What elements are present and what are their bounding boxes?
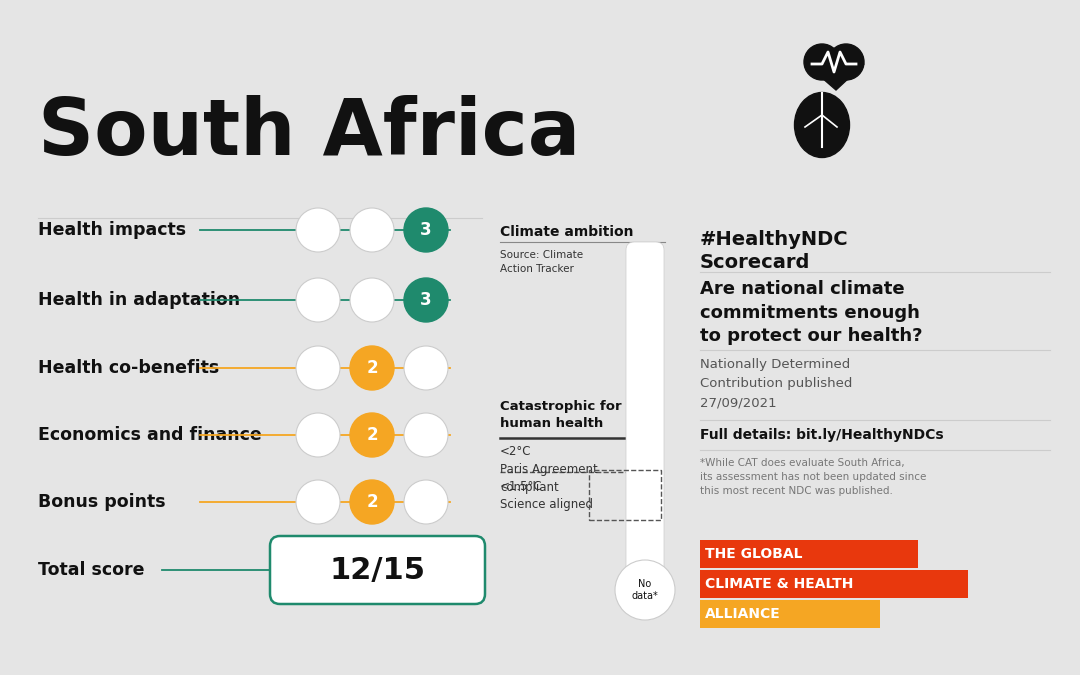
FancyBboxPatch shape [700,570,968,598]
Text: Full details: bit.ly/HealthyNDCs: Full details: bit.ly/HealthyNDCs [700,428,944,442]
FancyBboxPatch shape [700,600,880,628]
Text: Health in adaptation: Health in adaptation [38,291,240,309]
FancyBboxPatch shape [700,540,918,568]
Circle shape [350,346,394,390]
Text: ALLIANCE: ALLIANCE [705,607,781,621]
Circle shape [350,208,394,252]
Text: 3: 3 [420,291,432,309]
Circle shape [404,278,448,322]
Text: South Africa: South Africa [38,95,580,171]
Text: Source: Climate
Action Tracker: Source: Climate Action Tracker [500,250,583,274]
Text: CLIMATE & HEALTH: CLIMATE & HEALTH [705,577,853,591]
Text: <1.5°C
Science aligned: <1.5°C Science aligned [500,480,593,511]
Text: 3: 3 [420,221,432,239]
FancyBboxPatch shape [270,536,485,604]
Text: Economics and finance: Economics and finance [38,426,261,444]
Circle shape [404,413,448,457]
Text: Health co-benefits: Health co-benefits [38,359,219,377]
Circle shape [296,208,340,252]
Circle shape [404,208,448,252]
Text: Catastrophic for
human health: Catastrophic for human health [500,400,622,430]
Circle shape [350,278,394,322]
FancyBboxPatch shape [626,242,664,598]
Text: No
data*: No data* [632,579,659,601]
Circle shape [296,480,340,524]
Circle shape [804,44,840,80]
Circle shape [296,346,340,390]
Text: THE GLOBAL: THE GLOBAL [705,547,802,561]
Circle shape [296,413,340,457]
Circle shape [615,560,675,620]
Text: 2: 2 [366,359,378,377]
Text: Health impacts: Health impacts [38,221,186,239]
Circle shape [828,44,864,80]
Ellipse shape [795,92,850,157]
Text: 2: 2 [366,426,378,444]
Text: Bonus points: Bonus points [38,493,165,511]
Text: 12/15: 12/15 [329,556,426,585]
Text: 2: 2 [366,493,378,511]
Text: Total score: Total score [38,561,145,579]
Text: #HealthyNDC
Scorecard: #HealthyNDC Scorecard [700,230,849,273]
Text: Are national climate
commitments enough
to protect our health?: Are national climate commitments enough … [700,280,922,345]
Text: Climate ambition: Climate ambition [500,225,634,239]
Polygon shape [806,64,864,90]
Circle shape [350,413,394,457]
Circle shape [404,480,448,524]
Circle shape [350,480,394,524]
Text: <2°C
Paris Agreement
compliant: <2°C Paris Agreement compliant [500,445,597,494]
Text: *While CAT does evaluate South Africa,
its assessment has not been updated since: *While CAT does evaluate South Africa, i… [700,458,927,496]
Circle shape [296,278,340,322]
Circle shape [404,346,448,390]
Text: Nationally Determined
Contribution published
27/09/2021: Nationally Determined Contribution publi… [700,358,852,409]
